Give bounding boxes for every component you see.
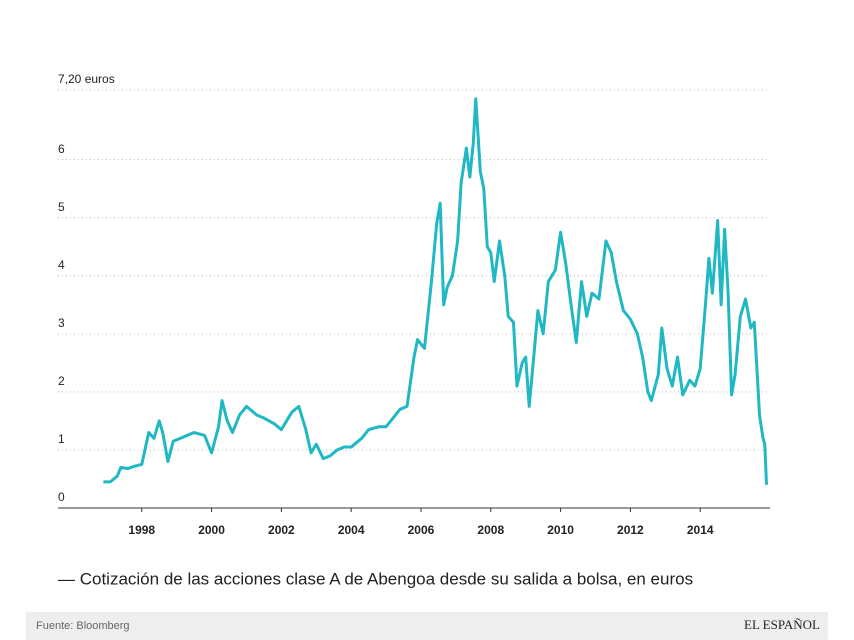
y-tick-label: 7,20 euros bbox=[58, 72, 115, 86]
x-tick-label: 2012 bbox=[617, 523, 644, 537]
footer bbox=[26, 612, 828, 640]
x-tick-label: 2010 bbox=[547, 523, 574, 537]
price-line bbox=[103, 97, 769, 485]
y-tick-label: 1 bbox=[58, 432, 65, 446]
x-tick-label: 2004 bbox=[338, 523, 365, 537]
x-tick-label: 2014 bbox=[687, 523, 714, 537]
y-tick-label: 6 bbox=[58, 142, 65, 156]
x-tick-label: 2002 bbox=[268, 523, 295, 537]
y-tick-label: 4 bbox=[58, 258, 65, 272]
source: Fuente: Bloomberg bbox=[36, 620, 130, 632]
x-tick-label: 2006 bbox=[408, 523, 435, 537]
x-tick-label: 2000 bbox=[198, 523, 225, 537]
x-tick-label: 1998 bbox=[128, 523, 155, 537]
y-tick-label: 3 bbox=[58, 316, 65, 330]
y-tick-label: 5 bbox=[58, 200, 65, 214]
chart-title: — Cotización de las acciones clase A de … bbox=[58, 569, 693, 588]
y-tick-label: 2 bbox=[58, 374, 65, 388]
y-tick-label: 0 bbox=[58, 490, 65, 504]
x-tick-label: 2008 bbox=[477, 523, 504, 537]
brand: EL ESPAÑOL bbox=[744, 617, 820, 632]
